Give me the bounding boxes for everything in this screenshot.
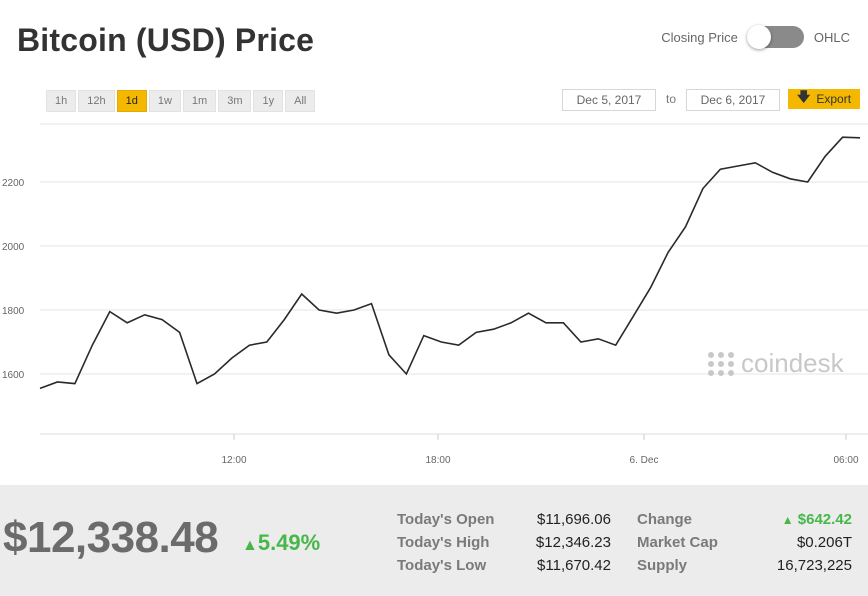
market-cap-value: $0.206T (796, 534, 852, 551)
ohlc-toggle-switch[interactable] (746, 25, 804, 49)
to-label: to (666, 92, 677, 106)
x-axis-ticks: 12:00 18:00 6. Dec 06:00 (221, 434, 859, 466)
range-button-3m[interactable]: 3m (218, 90, 252, 112)
change-label: Change (637, 511, 693, 528)
chart-mode-toggle: Closing Price OHLC (661, 25, 850, 49)
today-low-value: $11,670.42 (537, 557, 611, 574)
x-tick-label: 6. Dec (630, 455, 659, 466)
today-low-label: Today's Low (397, 557, 487, 574)
from-date-input[interactable]: Dec 5, 2017 (562, 89, 656, 111)
range-button-1m[interactable]: 1m (182, 90, 217, 112)
watermark-text: coindesk (741, 348, 844, 378)
today-open-value: $11,696.06 (537, 511, 611, 528)
y-tick-label: 2000 (2, 242, 25, 253)
percent-change: ▲5.49% (242, 530, 321, 555)
today-open-label: Today's Open (397, 511, 495, 528)
x-tick-label: 18:00 (425, 455, 450, 466)
download-arrow-icon: 🡇 (796, 89, 811, 104)
y-axis-ticks: 2200 2000 1800 1600 (2, 178, 25, 381)
range-button-all[interactable]: All (285, 90, 316, 112)
x-tick-label: 06:00 (833, 455, 858, 466)
x-tick-label: 12:00 (221, 455, 246, 466)
range-button-1d[interactable]: 1d (116, 90, 147, 112)
chart-grid (40, 123, 868, 435)
export-button[interactable]: 🡇 Export (788, 89, 860, 109)
range-button-1h[interactable]: 1h (46, 90, 77, 112)
market-cap-label: Market Cap (637, 534, 718, 551)
change-value: ▲ $642.42 (781, 511, 852, 528)
to-date-input[interactable]: Dec 6, 2017 (686, 89, 780, 111)
coindesk-logo-icon (708, 351, 735, 376)
range-button-1w[interactable]: 1w (148, 90, 181, 112)
export-label: Export (816, 92, 852, 106)
range-selector: 1h 12h 1d 1w 1m 3m 1y All (46, 90, 316, 112)
current-price: $12,338.48 (3, 513, 219, 562)
y-tick-label: 1600 (2, 370, 25, 381)
supply-label: Supply (637, 557, 688, 574)
coindesk-watermark: coindesk (708, 348, 844, 379)
range-button-12h[interactable]: 12h (78, 90, 115, 112)
page-title: Bitcoin (USD) Price (17, 22, 315, 58)
closing-price-label: Closing Price (661, 29, 738, 45)
price-line (39, 136, 861, 390)
up-triangle-icon: ▲ (242, 537, 258, 554)
price-chart[interactable]: 2200 2000 1800 1600 12:00 18:00 6. Dec 06:00 (0, 120, 868, 475)
toggle-knob (746, 25, 771, 49)
supply-value: 16,723,225 (776, 557, 852, 574)
up-triangle-icon: ▲ (781, 513, 794, 527)
stats-panel: $12,338.48 ▲5.49% Today's Open $11,696.0… (0, 485, 868, 596)
y-tick-label: 1800 (2, 306, 25, 317)
ohlc-label: OHLC (813, 29, 850, 45)
today-high-value: $12,346.23 (535, 534, 611, 551)
y-tick-label: 2200 (2, 178, 25, 189)
range-button-1y[interactable]: 1y (253, 90, 284, 112)
today-high-label: Today's High (397, 534, 490, 551)
